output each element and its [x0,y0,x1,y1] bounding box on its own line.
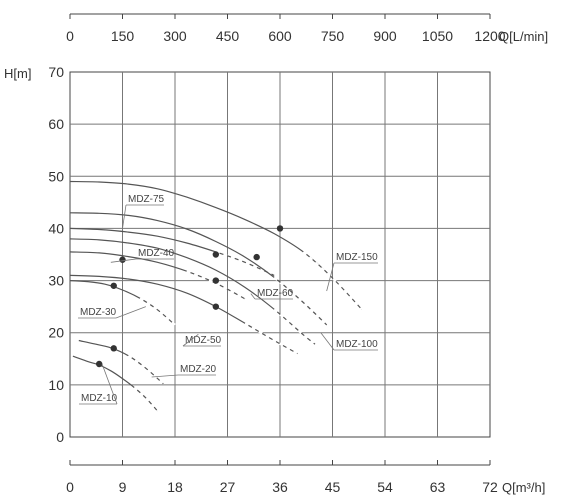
top-x-tick-label: 300 [163,28,187,44]
top-x-tick-label: 600 [268,28,292,44]
curve-tail-mdz-150 [302,251,363,311]
label-mdz-20: MDZ-20 [180,364,217,375]
curve-tail-mdz-40 [186,270,246,300]
leader-line-mdz-40 [110,258,137,263]
rated-point-mdz-50 [212,303,220,310]
top-x-tick-label: 1050 [422,28,453,44]
label-mdz-30: MDZ-30 [80,307,117,318]
y-axis-title: H[m] [4,66,31,81]
rated-point-mdz-40 [119,256,126,263]
top-x-tick-label: 1200 [474,28,505,44]
top-x-tick-label: 750 [321,28,345,44]
top-x-tick-label: 0 [66,28,74,44]
rated-point-mdz-20 [110,345,117,352]
leader-line-mdz-75 [122,204,127,229]
bottom-x-tick-label: 72 [482,479,498,495]
bottom-x-tick-label: 54 [377,479,393,495]
y-tick-label: 20 [48,325,64,341]
curve-tail-mdz-50 [244,322,299,355]
curve-mdz-10 [72,355,158,412]
curve-mdz-60 [69,238,316,345]
leader-line-mdz-20 [151,374,179,378]
rated-point-mdz-75 [212,251,220,258]
leader-line-mdz-150 [326,262,335,292]
y-tick-label: 60 [48,116,64,132]
plot-grid [69,71,491,438]
curve-tail-mdz-10 [133,386,159,412]
bottom-x-tick-label: 9 [119,479,127,495]
top-x-tick-label: 900 [373,28,397,44]
rated-point-mdz-150 [276,225,284,232]
label-mdz-60: MDZ-60 [257,288,294,299]
bottom-x-tick-label: 63 [430,479,446,495]
leader-line-mdz-50 [182,333,199,347]
y-tick-label: 40 [48,220,64,236]
curve-tail-mdz-60 [273,308,316,346]
y-tick-label: 0 [56,429,64,445]
pump-curves [69,180,363,412]
top-flow-axis: 0 150 300 450 600 750 900 1050 1200 [66,13,506,44]
bottom-flow-axis: 0 9 18 27 36 45 54 63 72 [66,460,498,495]
top-x-axis-title: Q[L/min] [499,29,548,44]
head-axis: 0 10 20 30 40 50 60 70 [48,64,64,445]
curve-mdz-75 [69,227,275,276]
y-tick-label: 30 [48,273,64,289]
bottom-x-tick-label: 36 [272,479,288,495]
bottom-x-tick-label: 18 [167,479,183,495]
top-x-tick-label: 150 [111,28,135,44]
bottom-x-tick-label: 45 [325,479,341,495]
label-mdz-10: MDZ-10 [81,393,118,404]
label-mdz-75: MDZ-75 [128,194,165,205]
curve-mdz-30 [69,280,176,326]
curve-mdz-20 [78,339,164,385]
bottom-x-tick-label: 0 [66,479,74,495]
curve-labels: MDZ-75 MDZ-40 MDZ-150 MDZ-60 MDZ-30 MDZ-50 MDZ… [78,194,378,405]
curve-mdz-150 [69,180,363,310]
rated-point-mdz-30 [110,282,117,289]
bottom-x-tick-label: 27 [220,479,236,495]
leader-line-mdz-30 [115,306,146,319]
top-x-tick-label: 450 [216,28,240,44]
leader-line-mdz-60 [250,293,256,300]
leader-line-mdz-10 [101,363,118,405]
label-mdz-50: MDZ-50 [185,335,222,346]
leader-line-mdz-100 [320,332,335,351]
bottom-x-axis-title: Q[m³/h] [502,480,545,495]
y-tick-label: 10 [48,377,64,393]
label-mdz-100: MDZ-100 [336,339,378,350]
rated-point-mdz-10 [95,360,103,368]
y-tick-label: 50 [48,168,64,184]
label-mdz-40: MDZ-40 [138,248,175,259]
rated-point-mdz-100 [253,253,260,261]
rated-point-mdz-60 [212,277,220,284]
curve-tail-mdz-75 [215,250,275,277]
label-mdz-150: MDZ-150 [336,252,378,263]
y-tick-label: 70 [48,64,64,80]
